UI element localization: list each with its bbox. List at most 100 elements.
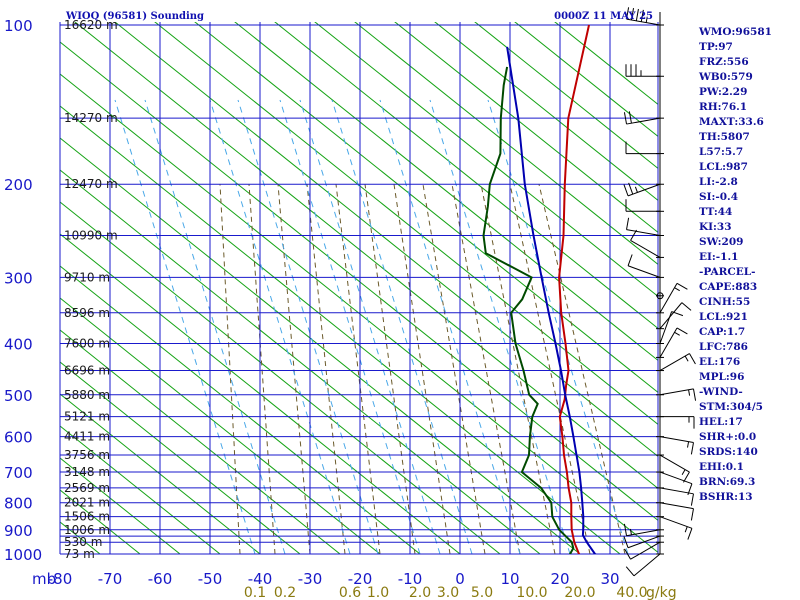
dry-adiabat (514, 22, 658, 138)
index-line: -PARCEL- (699, 266, 755, 278)
temperature-profile (558, 24, 590, 554)
mixing-ratio-line (209, 99, 351, 554)
index-line: TH:5807 (699, 131, 750, 143)
station-title: WIOQ (96581) Sounding (65, 11, 204, 22)
dry-adiabat (60, 329, 341, 554)
wind-barb (623, 182, 664, 197)
index-line: EHI:0.1 (699, 461, 744, 473)
wind-barb (625, 64, 664, 77)
index-line: TP:97 (699, 41, 733, 53)
index-line: -WIND- (699, 386, 743, 398)
mixing-ratio-line (429, 99, 571, 554)
wind-barb (656, 487, 694, 506)
temperature-tick-label: -10 (398, 570, 423, 588)
index-line: MPL:96 (699, 371, 744, 383)
wind-barb (656, 302, 692, 330)
mixing-ratio-line (237, 99, 379, 554)
index-line: CINH:55 (699, 296, 750, 308)
height-label: 1506 m (64, 510, 110, 524)
dry-adiabat (114, 22, 658, 458)
mixing-ratio-label: 0.1 (244, 585, 266, 600)
index-line: CAP:1.7 (699, 326, 745, 338)
index-line: SI:-0.4 (699, 191, 738, 203)
wind-barb (626, 7, 664, 26)
dry-adiabat (314, 22, 658, 298)
index-line: SW:209 (699, 236, 743, 248)
index-line: TT:44 (699, 206, 732, 218)
dry-adiabat (394, 22, 658, 234)
mixing-ratio-label: 1.0 (367, 585, 389, 600)
temperature-tick-label: -30 (298, 570, 323, 588)
index-line: PW:2.29 (699, 86, 747, 98)
dry-adiabat (60, 169, 541, 554)
dry-adiabat (274, 22, 658, 330)
mixing-ratio-label: 2.0 (409, 585, 431, 600)
dry-adiabat (74, 22, 658, 490)
pressure-tick-label: 200 (4, 176, 33, 194)
index-line: LCL:987 (699, 161, 748, 173)
temperature-tick-label: -40 (248, 570, 273, 588)
temperature-tick-label: -80 (48, 570, 73, 588)
dry-adiabat (60, 137, 581, 554)
temperature-tick-label: -20 (348, 570, 373, 588)
height-label: 10990 m (64, 229, 118, 243)
pressure-tick-label: 1000 (4, 546, 42, 564)
index-line: EI:-1.1 (699, 251, 738, 263)
dry-adiabat (60, 393, 261, 554)
wind-barb (656, 292, 664, 300)
temperature-tick-label: -70 (98, 570, 123, 588)
mixing-ratio-line (379, 99, 521, 554)
dry-adiabat (154, 22, 658, 426)
grid (59, 22, 659, 555)
parcel-profile (506, 46, 598, 554)
index-line: LCL:921 (699, 311, 748, 323)
wind-barb (656, 516, 693, 540)
height-label: 530 m (64, 535, 102, 549)
pressure-tick-label: 400 (4, 335, 33, 353)
height-label: 73 m (64, 547, 95, 561)
index-line: EL:176 (699, 356, 740, 368)
index-line: L57:5.7 (699, 146, 743, 158)
height-label: 5880 m (64, 388, 110, 402)
height-label: 9710 m (64, 270, 110, 284)
height-label: 3148 m (64, 465, 110, 479)
pressure-tick-label: 700 (4, 464, 33, 482)
index-line: LI:-2.8 (699, 176, 738, 188)
index-line: WMO:96581 (698, 26, 772, 38)
dry-adiabat (554, 22, 658, 106)
temperature-tick-label: 30 (600, 570, 619, 588)
pressure-tick-label: 300 (4, 269, 33, 287)
temperature-tick-label: 20 (550, 570, 569, 588)
height-label: 2021 m (64, 496, 110, 510)
wind-barb (630, 229, 664, 258)
index-line: BRN:69.3 (699, 476, 755, 488)
wind-barb (623, 535, 664, 549)
pressure-tick-label: 800 (4, 495, 33, 513)
mixing-ratio-line (299, 99, 441, 554)
temperature-tick-label: -50 (198, 570, 223, 588)
height-label: 1006 m (64, 523, 110, 537)
dry-adiabat (60, 425, 221, 554)
mixing-ratio-line (144, 99, 286, 554)
height-label: 5121 m (64, 410, 110, 424)
sounding-time: 0000Z 11 MAY 25 (554, 11, 653, 22)
mixing-ratio-lines (114, 99, 629, 554)
height-label: 12470 m (64, 177, 118, 191)
index-line: STM:304/5 (699, 401, 763, 413)
temperature-tick-label: 10 (500, 570, 519, 588)
wind-barb (656, 436, 694, 455)
height-label: 16620 m (64, 18, 118, 32)
wind-barb (656, 502, 694, 521)
index-line: HEL:17 (699, 416, 743, 428)
dry-adiabat (60, 457, 181, 554)
wind-barbs (623, 7, 697, 577)
mixing-ratio-label: 20.0 (564, 585, 595, 600)
index-line: RH:76.1 (699, 101, 747, 113)
mixing-ratio-line (114, 99, 256, 554)
temperature-tick-label: 0 (455, 570, 465, 588)
wind-barb (623, 111, 664, 125)
wind-barb (625, 199, 664, 212)
height-label: 3756 m (64, 448, 110, 462)
